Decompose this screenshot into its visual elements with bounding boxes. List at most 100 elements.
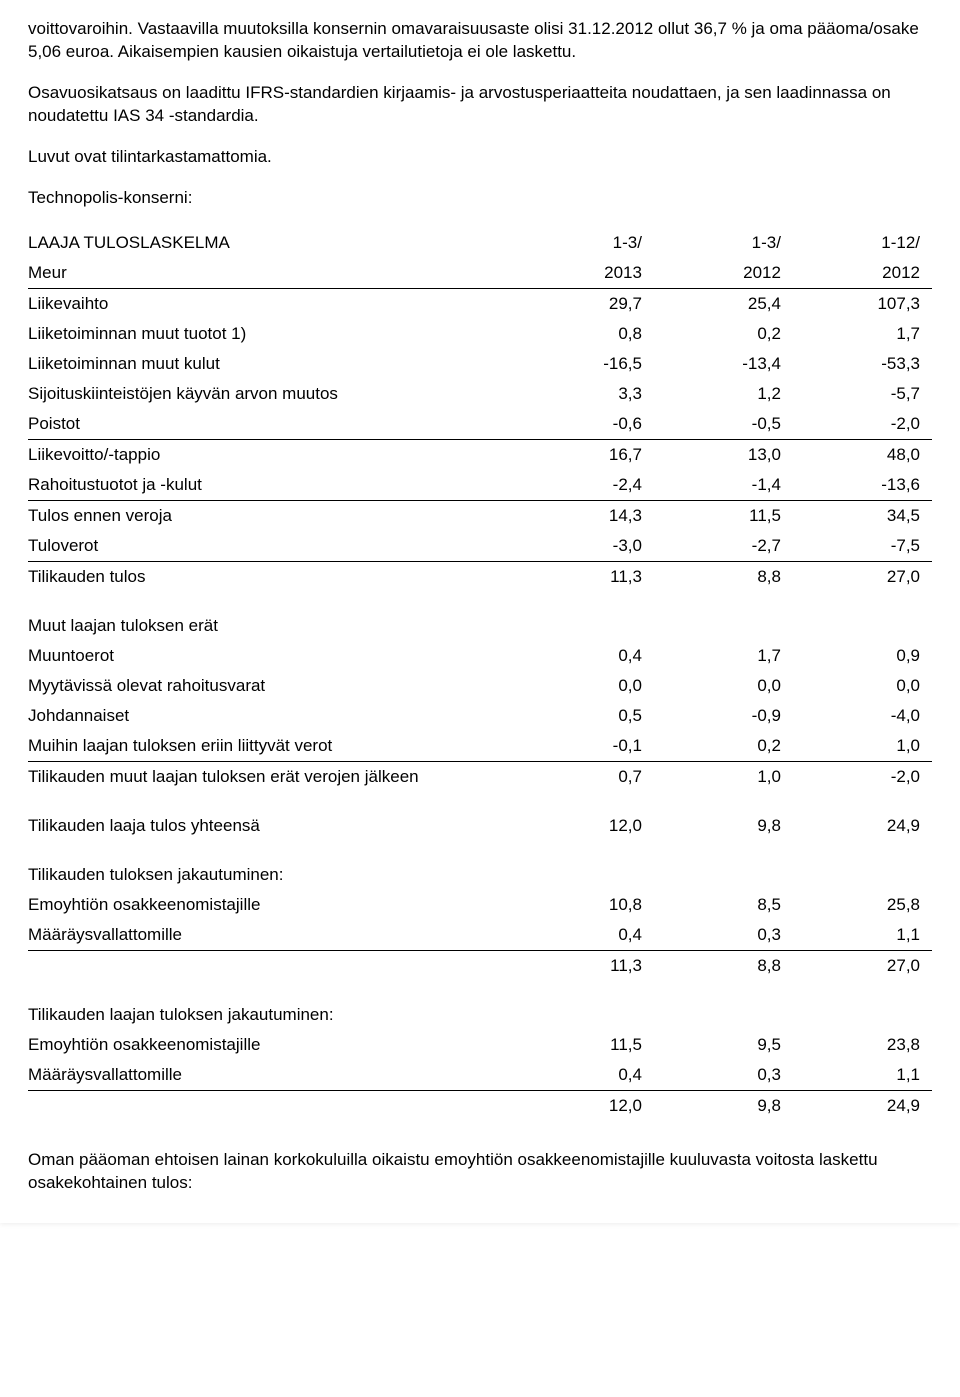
cell-col2: 11,5 xyxy=(654,500,793,531)
cell-col3: 27,0 xyxy=(793,950,932,981)
cell-col3: -5,7 xyxy=(793,379,932,409)
cell-label xyxy=(28,950,515,981)
cell-label: Tilikauden laaja tulos yhteensä xyxy=(28,792,515,841)
cell-col2: 1,7 xyxy=(654,641,793,671)
cell-label: Poistot xyxy=(28,409,515,440)
cell-col3: 107,3 xyxy=(793,288,932,319)
table-row: Tilikauden muut laajan tuloksen erät ver… xyxy=(28,761,932,792)
cell-label: Määräysvallattomille xyxy=(28,920,515,951)
cell-label: Liikevoitto/-tappio xyxy=(28,439,515,470)
section-heading: Muut laajan tuloksen erät xyxy=(28,592,932,641)
cell-col1: 0,8 xyxy=(515,319,654,349)
cell-col2: 9,8 xyxy=(654,1090,793,1121)
table-header-2: Meur 2013 2012 2012 xyxy=(28,258,932,289)
cell-label: Liiketoiminnan muut tuotot 1) xyxy=(28,319,515,349)
cell-label: Johdannaiset xyxy=(28,701,515,731)
cell-col1: 0,4 xyxy=(515,1060,654,1091)
cell-col3: -2,0 xyxy=(793,409,932,440)
cell-col3: -53,3 xyxy=(793,349,932,379)
cell-col2: 9,8 xyxy=(654,792,793,841)
table-row: Johdannaiset 0,5 -0,9 -4,0 xyxy=(28,701,932,731)
cell-col1: 2013 xyxy=(515,258,654,289)
cell-col3: 0,0 xyxy=(793,671,932,701)
cell-col1: 11,3 xyxy=(515,561,654,592)
cell-col1: 14,3 xyxy=(515,500,654,531)
cell-col1: -3,0 xyxy=(515,531,654,562)
cell-col2: -1,4 xyxy=(654,470,793,501)
cell-col3: 25,8 xyxy=(793,890,932,920)
cell-label: Emoyhtiön osakkeenomistajille xyxy=(28,1030,515,1060)
cell-label: Tulos ennen veroja xyxy=(28,500,515,531)
cell-col2: 0,0 xyxy=(654,671,793,701)
cell-label: Emoyhtiön osakkeenomistajille xyxy=(28,890,515,920)
cell-label: Myytävissä olevat rahoitusvarat xyxy=(28,671,515,701)
table-row: Tuloverot -3,0 -2,7 -7,5 xyxy=(28,531,932,562)
cell-col1: 0,5 xyxy=(515,701,654,731)
table-row: Rahoitustuotot ja -kulut -2,4 -1,4 -13,6 xyxy=(28,470,932,501)
table-row: Myytävissä olevat rahoitusvarat 0,0 0,0 … xyxy=(28,671,932,701)
cell-col2: 1-3/ xyxy=(654,228,793,258)
table-row: Liiketoiminnan muut kulut -16,5 -13,4 -5… xyxy=(28,349,932,379)
footer-paragraph: Oman pääoman ehtoisen lainan korkokuluil… xyxy=(28,1149,932,1195)
cell-col2: 25,4 xyxy=(654,288,793,319)
cell-label: Tilikauden tuloksen jakautuminen: xyxy=(28,841,515,890)
table-row: Muuntoerot 0,4 1,7 0,9 xyxy=(28,641,932,671)
cell-col2: 8,5 xyxy=(654,890,793,920)
cell-col3: -13,6 xyxy=(793,470,932,501)
table-row: Tilikauden tulos 11,3 8,8 27,0 xyxy=(28,561,932,592)
table-row: Sijoituskiinteistöjen käyvän arvon muuto… xyxy=(28,379,932,409)
cell-col2: 2012 xyxy=(654,258,793,289)
cell-col1: -16,5 xyxy=(515,349,654,379)
cell-label: Sijoituskiinteistöjen käyvän arvon muuto… xyxy=(28,379,515,409)
cell-col3: -2,0 xyxy=(793,761,932,792)
cell-col1: 12,0 xyxy=(515,1090,654,1121)
cell-col2: -13,4 xyxy=(654,349,793,379)
cell-col1: 1-3/ xyxy=(515,228,654,258)
cell-label: Tilikauden muut laajan tuloksen erät ver… xyxy=(28,761,515,792)
table-row: Emoyhtiön osakkeenomistajille 11,5 9,5 2… xyxy=(28,1030,932,1060)
cell-label: Tilikauden tulos xyxy=(28,561,515,592)
cell-col2: -0,5 xyxy=(654,409,793,440)
table-row: 12,0 9,8 24,9 xyxy=(28,1090,932,1121)
cell-col2: 1,0 xyxy=(654,761,793,792)
cell-col3: 1,7 xyxy=(793,319,932,349)
table-row: Poistot -0,6 -0,5 -2,0 xyxy=(28,409,932,440)
cell-col3: 1,0 xyxy=(793,731,932,762)
table-row: Muihin laajan tuloksen eriin liittyvät v… xyxy=(28,731,932,762)
cell-col2: 0,3 xyxy=(654,920,793,951)
cell-label: Muut laajan tuloksen erät xyxy=(28,592,515,641)
cell-col3: 24,9 xyxy=(793,792,932,841)
cell-col3: 27,0 xyxy=(793,561,932,592)
cell-col1: -0,6 xyxy=(515,409,654,440)
cell-col2: 8,8 xyxy=(654,561,793,592)
table-row: Tulos ennen veroja 14,3 11,5 34,5 xyxy=(28,500,932,531)
section-heading: Tilikauden tuloksen jakautuminen: xyxy=(28,841,932,890)
table-header-1: LAAJA TULOSLASKELMA 1-3/ 1-3/ 1-12/ xyxy=(28,228,932,258)
cell-col2: 1,2 xyxy=(654,379,793,409)
cell-col1: 0,7 xyxy=(515,761,654,792)
cell-label: Liiketoiminnan muut kulut xyxy=(28,349,515,379)
cell-label: Liikevaihto xyxy=(28,288,515,319)
cell-col1: 11,3 xyxy=(515,950,654,981)
cell-label: Muihin laajan tuloksen eriin liittyvät v… xyxy=(28,731,515,762)
table-row: Emoyhtiön osakkeenomistajille 10,8 8,5 2… xyxy=(28,890,932,920)
cell-label: Tilikauden laajan tuloksen jakautuminen: xyxy=(28,981,515,1030)
paragraph-4: Technopolis-konserni: xyxy=(28,187,932,210)
cell-col2: 9,5 xyxy=(654,1030,793,1060)
cell-col2: 0,2 xyxy=(654,731,793,762)
income-statement-table: LAAJA TULOSLASKELMA 1-3/ 1-3/ 1-12/ Meur… xyxy=(28,228,932,1121)
cell-col3: -4,0 xyxy=(793,701,932,731)
paragraph-2: Osavuosikatsaus on laadittu IFRS-standar… xyxy=(28,82,932,128)
cell-col2: 8,8 xyxy=(654,950,793,981)
cell-col1: 10,8 xyxy=(515,890,654,920)
cell-col1: 0,4 xyxy=(515,641,654,671)
table-row: Määräysvallattomille 0,4 0,3 1,1 xyxy=(28,1060,932,1091)
cell-col1: -2,4 xyxy=(515,470,654,501)
table-row: Liikevoitto/-tappio 16,7 13,0 48,0 xyxy=(28,439,932,470)
cell-label: Rahoitustuotot ja -kulut xyxy=(28,470,515,501)
cell-col1: 0,0 xyxy=(515,671,654,701)
cell-col3: 0,9 xyxy=(793,641,932,671)
cell-col3: 1,1 xyxy=(793,1060,932,1091)
cell-label: Määräysvallattomille xyxy=(28,1060,515,1091)
cell-label: LAAJA TULOSLASKELMA xyxy=(28,228,515,258)
